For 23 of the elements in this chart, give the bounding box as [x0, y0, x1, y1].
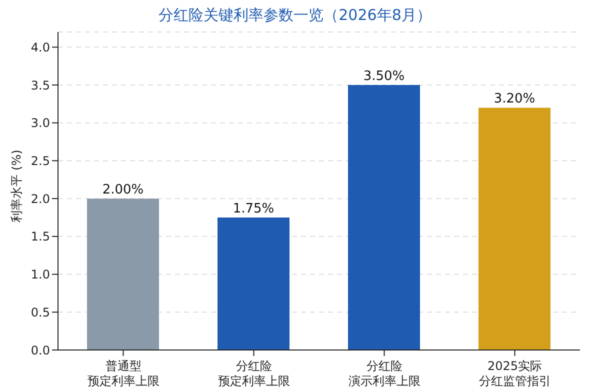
x-tick-label: 分红险预定利率上限 [218, 359, 290, 388]
data-label: 1.75% [232, 202, 274, 216]
chart-title: 分红险关键利率参数一览（2026年8月） [158, 6, 432, 25]
bar [348, 85, 420, 350]
y-tick-label: 2.5 [30, 154, 50, 168]
y-tick-label: 3.5 [30, 78, 50, 92]
y-tick-label: 0.5 [30, 305, 50, 320]
y-axis-title: 利率水平 (%) [8, 150, 24, 222]
y-tick-label: 1.0 [30, 268, 50, 282]
x-tick-label: 普通型预定利率上限 [87, 359, 160, 388]
y-tick-label: 3.0 [30, 116, 50, 130]
x-tick-label: 2025实际分红监管指引 [478, 359, 551, 388]
y-tick-label: 2.0 [30, 192, 50, 206]
y-tick-label: 1.5 [30, 230, 50, 244]
x-tick-label: 分红险演示利率上限 [348, 359, 420, 388]
data-label: 3.20% [494, 92, 536, 107]
data-label: 3.50% [363, 69, 405, 84]
data-label: 2.00% [102, 182, 144, 198]
bar [478, 108, 550, 350]
bar [218, 218, 290, 350]
y-tick-label: 4.0 [30, 40, 50, 54]
y-tick-label: 0.0 [30, 343, 50, 358]
bar [87, 198, 159, 350]
